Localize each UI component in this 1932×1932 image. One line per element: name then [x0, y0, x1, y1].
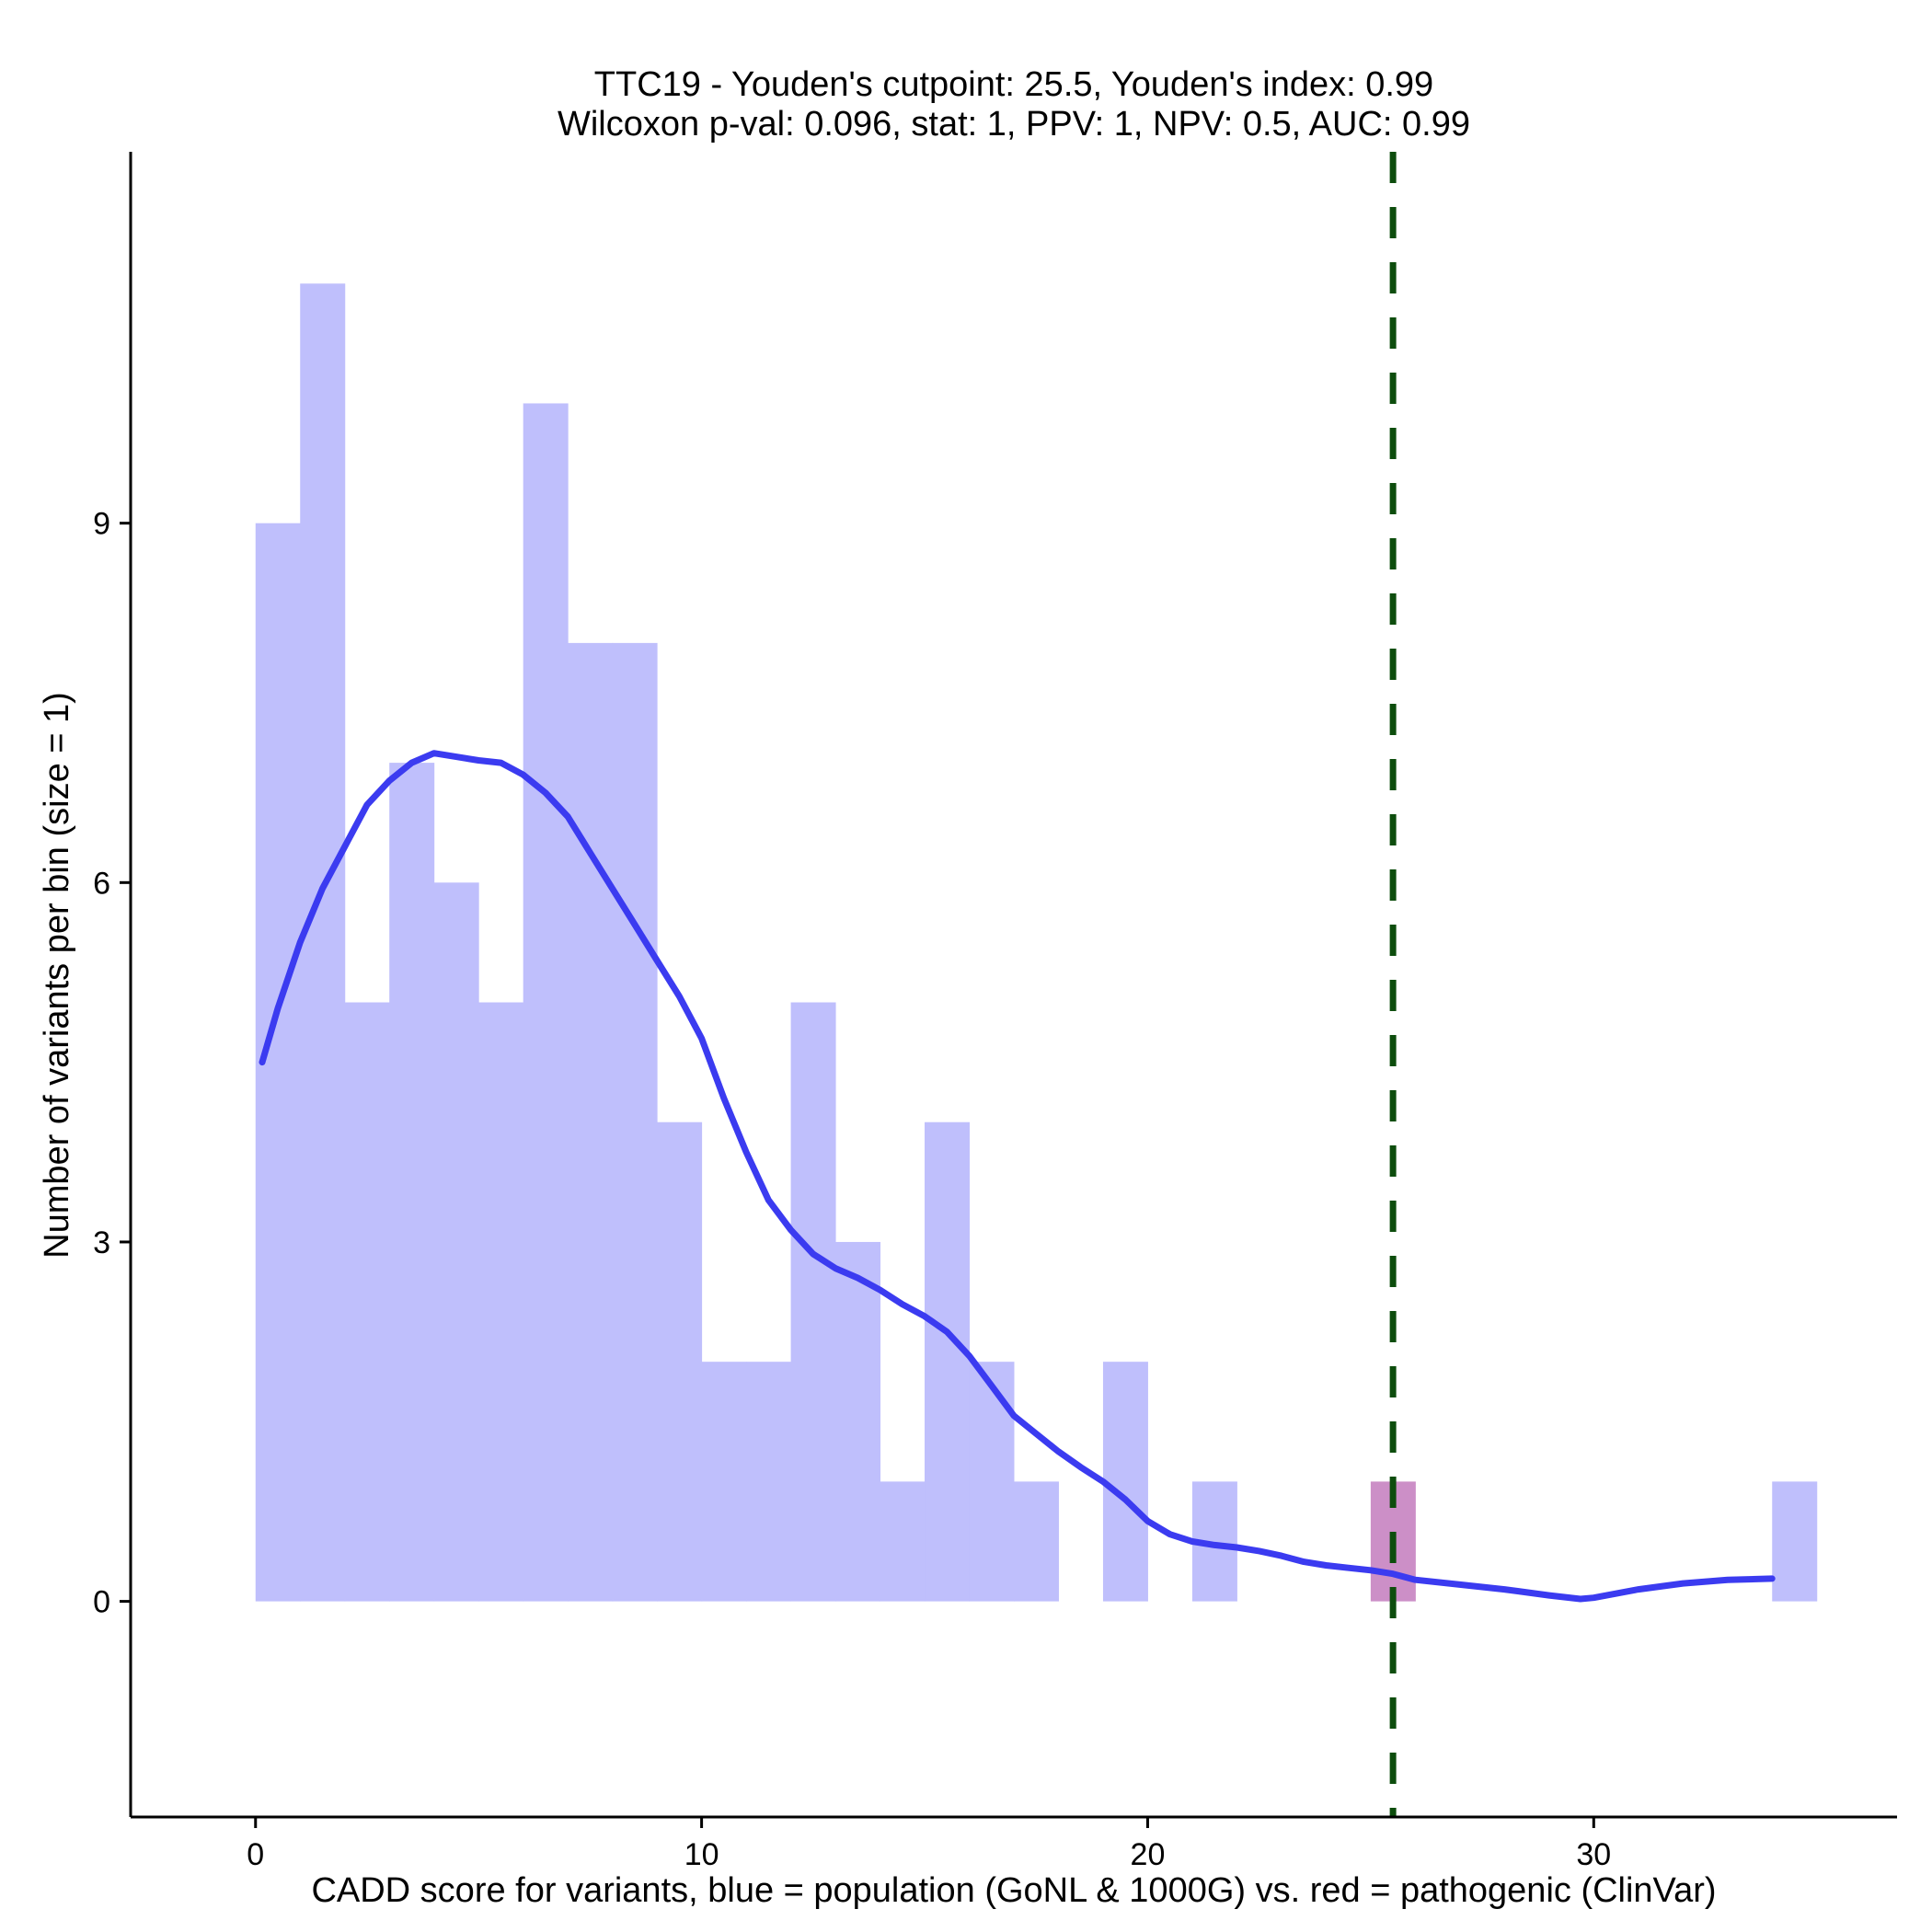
population-bar [746, 1362, 792, 1602]
y-axis-label: Number of variants per bin (size = 1) [38, 692, 76, 1259]
x-axis-label: CADD score for variants, blue = populati… [311, 1871, 1716, 1910]
population-bar [433, 882, 479, 1602]
population-bar [657, 1121, 703, 1602]
population-bar [612, 642, 658, 1602]
density-curve-layer [259, 750, 1776, 1603]
population-bar [925, 1121, 971, 1602]
population-bar [568, 642, 614, 1602]
population-bar [523, 403, 569, 1602]
x-tick-label: 30 [1576, 1837, 1611, 1872]
x-tick-label: 20 [1131, 1837, 1166, 1872]
population-bar [790, 1002, 836, 1602]
axes-layer: 0 10 20 30 0 3 6 9 [93, 152, 1897, 1872]
y-tick-label: 3 [93, 1225, 110, 1260]
population-bar [1772, 1481, 1818, 1602]
y-tick-label: 9 [93, 507, 110, 542]
population-bar [835, 1241, 881, 1602]
population-bar [880, 1481, 926, 1602]
population-bar [969, 1362, 1015, 1602]
x-tick-label: 10 [684, 1837, 719, 1872]
population-bar [300, 283, 346, 1602]
population-bar [1014, 1481, 1059, 1602]
bars-layer [255, 283, 1818, 1602]
population-bar [478, 1002, 524, 1602]
chart-title-line1: TTC19 - Youden's cutpoint: 25.5, Youden'… [594, 65, 1433, 104]
x-tick-label: 0 [247, 1837, 264, 1872]
population-bar [701, 1362, 747, 1602]
y-tick-label: 6 [93, 866, 110, 901]
chart-title-line2: Wilcoxon p-val: 0.096, stat: 1, PPV: 1, … [558, 105, 1470, 144]
density-curve [259, 750, 1776, 1603]
population-bar [1102, 1362, 1148, 1602]
population-bar [344, 1002, 390, 1602]
population-bar [389, 763, 435, 1602]
y-tick-label: 0 [93, 1585, 110, 1620]
